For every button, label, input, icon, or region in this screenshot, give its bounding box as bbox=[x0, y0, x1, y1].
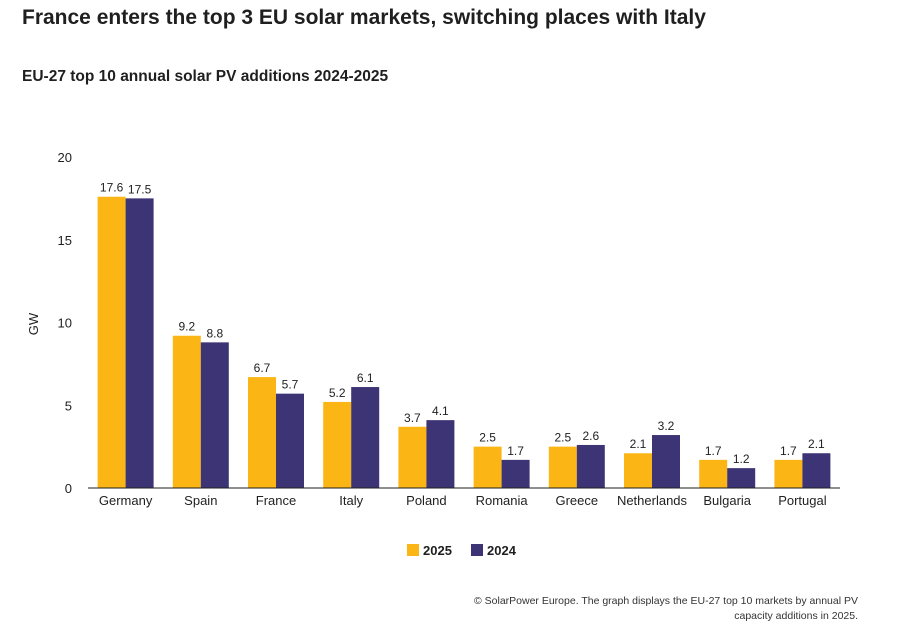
x-tick-label: Spain bbox=[184, 493, 217, 508]
bar-value-label: 17.5 bbox=[128, 182, 152, 196]
bar-value-label: 1.7 bbox=[507, 444, 524, 458]
bar-2025-greece bbox=[548, 446, 577, 488]
bar-chart: 0 5 10 15 20 GW 17.6 17.5 9.2 8.8 6.7 5.7 5.2 6.1 3.… bbox=[26, 150, 840, 558]
x-tick-label: Portugal bbox=[778, 493, 827, 508]
bar-2025-bulgaria bbox=[699, 459, 728, 488]
bar-2025-france bbox=[248, 377, 276, 488]
source-note: © SolarPower Europe. The graph displays … bbox=[473, 595, 858, 622]
bar-2024-germany bbox=[125, 198, 154, 488]
x-tick-label: Italy bbox=[339, 493, 363, 508]
bar-value-label: 2.1 bbox=[630, 437, 647, 451]
bar-2024-bulgaria bbox=[727, 468, 756, 488]
y-tick-label: 10 bbox=[58, 316, 72, 331]
bar-2025-italy bbox=[323, 401, 352, 488]
bar-2024-romania bbox=[501, 459, 530, 488]
bar-2025-romania bbox=[473, 446, 502, 488]
bar-value-label: 6.1 bbox=[357, 371, 374, 385]
x-tick-label: Poland bbox=[406, 493, 446, 508]
x-tick-label: Netherlands bbox=[617, 493, 688, 508]
bar-value-label: 3.2 bbox=[658, 419, 675, 433]
chart-subtitle: EU-27 top 10 annual solar PV additions 2… bbox=[22, 68, 389, 85]
legend-swatch-2024 bbox=[471, 544, 483, 556]
bar-2024-portugal bbox=[802, 453, 831, 488]
bar-2025-poland bbox=[398, 426, 427, 488]
y-tick-label: 5 bbox=[65, 398, 72, 413]
y-tick-label: 20 bbox=[58, 150, 72, 165]
bar-value-label: 2.6 bbox=[582, 429, 599, 443]
y-axis: 0 5 10 15 20 bbox=[58, 150, 72, 496]
x-axis: Germany Spain France Italy Poland Romania Gree… bbox=[99, 493, 827, 508]
x-tick-label: Germany bbox=[99, 493, 153, 508]
bar-value-label: 3.7 bbox=[404, 411, 421, 425]
bar-2025-germany bbox=[97, 196, 126, 488]
legend-label-2025: 2025 bbox=[423, 543, 452, 558]
bar-2025-spain bbox=[172, 335, 201, 488]
bar-value-label: 17.6 bbox=[100, 181, 124, 195]
bar-value-label: 4.1 bbox=[432, 404, 449, 418]
bar-2024-greece bbox=[576, 444, 605, 488]
y-tick-label: 15 bbox=[58, 233, 72, 248]
bar-2024-italy bbox=[351, 387, 380, 488]
bar-value-label: 1.7 bbox=[780, 444, 797, 458]
bar-2024-spain bbox=[200, 342, 229, 488]
bar-value-label: 2.5 bbox=[554, 431, 571, 445]
bar-value-label: 6.7 bbox=[254, 361, 271, 375]
x-tick-label: Bulgaria bbox=[703, 493, 751, 508]
bar-2025-netherlands bbox=[624, 453, 652, 488]
bars: 17.6 17.5 9.2 8.8 6.7 5.7 5.2 6.1 3.7 4.1 2.5 1.7 2.… bbox=[97, 181, 831, 488]
legend: 2025 2024 bbox=[407, 543, 517, 558]
bar-2024-netherlands bbox=[652, 435, 680, 488]
bar-value-label: 2.5 bbox=[479, 431, 496, 445]
bar-value-label: 2.1 bbox=[808, 437, 825, 451]
bar-value-label: 9.2 bbox=[178, 320, 195, 334]
bar-value-label: 5.2 bbox=[329, 386, 346, 400]
x-tick-label: France bbox=[256, 493, 296, 508]
bar-value-label: 1.7 bbox=[705, 444, 722, 458]
bar-2025-portugal bbox=[774, 459, 803, 488]
bar-2024-france bbox=[276, 393, 304, 488]
chart-title: France enters the top 3 EU solar markets… bbox=[22, 6, 706, 29]
bar-value-label: 1.2 bbox=[733, 452, 750, 466]
y-tick-label: 0 bbox=[65, 481, 72, 496]
bar-value-label: 8.8 bbox=[206, 326, 223, 340]
legend-swatch-2025 bbox=[407, 544, 419, 556]
bar-value-label: 5.7 bbox=[282, 378, 299, 392]
x-tick-label: Greece bbox=[555, 493, 598, 508]
bar-2024-poland bbox=[426, 420, 455, 488]
y-axis-label: GW bbox=[26, 312, 41, 335]
x-tick-label: Romania bbox=[476, 493, 529, 508]
legend-label-2024: 2024 bbox=[487, 543, 517, 558]
